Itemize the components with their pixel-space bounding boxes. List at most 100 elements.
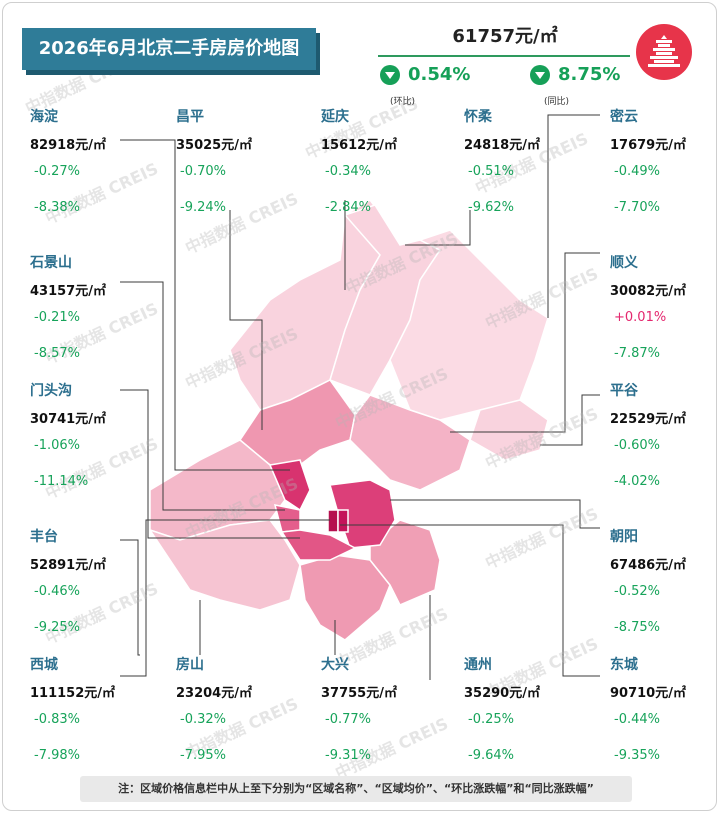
leader-xicheng: [120, 519, 330, 677]
region-shunyi: [349, 394, 471, 491]
district-price: 37755元/㎡: [321, 686, 397, 701]
district-mom: -0.60%: [614, 438, 660, 453]
region-pinggu: [469, 399, 549, 461]
region-fengtai: [280, 529, 357, 561]
region-shijingshan: [273, 504, 301, 533]
region-tongzhou: [369, 519, 441, 606]
district-price: 23204元/㎡: [176, 686, 252, 701]
district-price: 90710元/㎡: [610, 686, 686, 701]
district-price: 17679元/㎡: [610, 138, 686, 153]
overall-yoy: 8.75%: [530, 64, 620, 85]
district-yoy: -11.14%: [34, 474, 89, 489]
district-mom: -0.52%: [614, 584, 660, 599]
leader-chaoyang: [390, 499, 600, 529]
region-xicheng: [327, 509, 339, 533]
district-price: 30082元/㎡: [610, 284, 686, 299]
district-changping: 昌平 35025元/㎡ -0.70% -9.24%: [176, 106, 286, 218]
district-name: 昌平: [176, 109, 204, 125]
district-name: 怀柔: [464, 109, 492, 125]
district-yoy: -7.87%: [614, 346, 660, 361]
overall-mom-value: 0.54%: [408, 64, 471, 85]
district-price: 35290元/㎡: [464, 686, 540, 701]
leader-shijingshan: [120, 281, 285, 511]
district-price: 15612元/㎡: [321, 138, 397, 153]
temple-of-heaven-logo: [636, 24, 692, 80]
leader-shunyi: [450, 252, 600, 433]
district-yoy: -9.31%: [325, 748, 371, 763]
leader-mentougou: [120, 389, 300, 539]
district-yoy: -8.75%: [614, 620, 660, 635]
overall-mom: 0.54%: [380, 64, 470, 85]
district-daxing: 大兴 37755元/㎡ -0.77% -9.31%: [321, 654, 431, 766]
district-mom: -0.77%: [325, 712, 371, 727]
district-name: 房山: [176, 657, 204, 673]
district-yoy: -8.57%: [34, 346, 80, 361]
district-yoy: -9.25%: [34, 620, 80, 635]
district-dongcheng: 东城 90710元/㎡ -0.44% -9.35%: [610, 654, 720, 766]
district-price: 111152元/㎡: [30, 686, 116, 701]
district-mom: -0.44%: [614, 712, 660, 727]
leader-huairou: [405, 210, 471, 246]
district-name: 丰台: [30, 529, 58, 545]
district-mom: +0.01%: [614, 310, 667, 325]
down-arrow-icon: [530, 64, 550, 85]
overall-yoy-value: 8.75%: [558, 64, 621, 85]
district-mom: -0.46%: [34, 584, 80, 599]
district-price: 82918元/㎡: [30, 138, 106, 153]
leader-pinggu: [540, 394, 600, 446]
district-price: 43157元/㎡: [30, 284, 106, 299]
district-name: 顺义: [610, 255, 638, 271]
district-mom: -0.21%: [34, 310, 80, 325]
overall-yoy-label: (同比): [544, 97, 570, 107]
district-tongzhou: 通州 35290元/㎡ -0.25% -9.64%: [464, 654, 574, 766]
overall-mom-label: (环比): [390, 97, 416, 107]
district-mom: -0.70%: [180, 164, 226, 179]
district-name: 门头沟: [30, 383, 72, 399]
district-fangshan: 房山 23204元/㎡ -0.32% -7.95%: [176, 654, 286, 766]
leader-miyun: [547, 114, 600, 318]
district-huairou: 怀柔 24818元/㎡ -0.51% -9.62%: [464, 106, 574, 218]
district-name: 大兴: [321, 657, 349, 673]
district-name: 朝阳: [610, 529, 638, 545]
region-daxing: [299, 554, 391, 641]
district-mom: -0.34%: [325, 164, 371, 179]
district-yoy: -7.95%: [180, 748, 226, 763]
district-yoy: -9.64%: [468, 748, 514, 763]
leader-fengtai: [120, 539, 140, 656]
leader-haidian: [120, 139, 290, 471]
district-name: 密云: [610, 109, 638, 125]
district-fengtai: 丰台 52891元/㎡ -0.46% -9.25%: [30, 526, 140, 638]
district-name: 海淀: [30, 109, 58, 125]
region-haidian: [268, 459, 311, 512]
district-name: 东城: [610, 657, 638, 673]
district-price: 52891元/㎡: [30, 558, 106, 573]
district-price: 35025元/㎡: [176, 138, 252, 153]
district-name: 通州: [464, 657, 492, 673]
district-yoy: -7.70%: [614, 200, 660, 215]
district-haidian: 海淀 82918元/㎡ -0.27% -8.38%: [30, 106, 140, 218]
down-arrow-icon: [380, 64, 400, 85]
district-yoy: -7.98%: [34, 748, 80, 763]
district-yanqing: 延庆 15612元/㎡ -0.34% -2.84%: [321, 106, 431, 218]
leader-dongcheng: [340, 524, 600, 677]
district-mentougou: 门头沟 30741元/㎡ -1.06% -11.14%: [30, 380, 140, 492]
district-price: 22529元/㎡: [610, 412, 686, 427]
district-mom: -0.27%: [34, 164, 80, 179]
district-shunyi: 顺义 30082元/㎡ +0.01% -7.87%: [610, 252, 720, 364]
district-yoy: -9.35%: [614, 748, 660, 763]
district-yoy: -2.84%: [325, 200, 371, 215]
district-mom: -0.49%: [614, 164, 660, 179]
district-name: 西城: [30, 657, 58, 673]
page-title: 2026年6月北京二手房房价地图: [22, 28, 316, 70]
district-xicheng: 西城 111152元/㎡ -0.83% -7.98%: [30, 654, 140, 766]
district-yoy: -8.38%: [34, 200, 80, 215]
summary-divider: [378, 55, 630, 57]
district-name: 平谷: [610, 383, 638, 399]
district-yoy: -9.24%: [180, 200, 226, 215]
district-chaoyang: 朝阳 67486元/㎡ -0.52% -8.75%: [610, 526, 720, 638]
district-yoy: -4.02%: [614, 474, 660, 489]
district-name: 石景山: [30, 255, 72, 271]
district-pinggu: 平谷 22529元/㎡ -0.60% -4.02%: [610, 380, 720, 492]
